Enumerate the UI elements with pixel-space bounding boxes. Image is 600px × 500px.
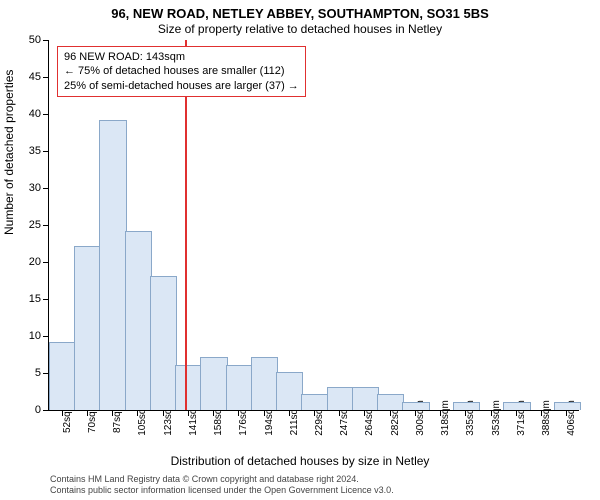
y-tick-label: 45 [29, 71, 41, 83]
histogram-bar [251, 357, 278, 410]
y-tick-label: 15 [29, 293, 41, 305]
y-tick [43, 410, 49, 411]
title-sub: Size of property relative to detached ho… [0, 22, 600, 36]
callout-title: 96 NEW ROAD: 143sqm [64, 50, 299, 64]
footer-attribution: Contains HM Land Registry data © Crown c… [50, 474, 394, 496]
histogram-bar [226, 365, 253, 410]
footer-line2: Contains public sector information licen… [50, 485, 394, 496]
histogram-bar [453, 402, 480, 410]
histogram-bar [327, 387, 354, 410]
y-tick [43, 336, 49, 337]
histogram-bar [276, 372, 303, 410]
histogram-bar [402, 402, 429, 410]
y-tick-label: 50 [29, 34, 41, 46]
callout-line-larger: 25% of semi-detached houses are larger (… [64, 79, 299, 93]
histogram-bar [99, 120, 126, 410]
y-tick-label: 25 [29, 219, 41, 231]
y-tick-label: 40 [29, 108, 41, 120]
y-tick-label: 30 [29, 182, 41, 194]
y-tick-label: 5 [35, 367, 41, 379]
x-tick-label: 318sqm [440, 400, 451, 436]
y-tick [43, 262, 49, 263]
histogram-bar [503, 402, 530, 410]
y-tick [43, 40, 49, 41]
y-tick-label: 10 [29, 330, 41, 342]
histogram-bar [125, 231, 152, 410]
y-tick [43, 151, 49, 152]
y-tick [43, 299, 49, 300]
callout-line-smaller: ← 75% of detached houses are smaller (11… [64, 64, 299, 78]
x-axis-label: Distribution of detached houses by size … [0, 454, 600, 468]
histogram-bar [377, 394, 404, 410]
x-tick-label: 388sqm [541, 400, 552, 436]
y-tick-label: 0 [35, 404, 41, 416]
reference-callout: 96 NEW ROAD: 143sqm ← 75% of detached ho… [57, 46, 306, 97]
y-axis-label: Number of detached properties [2, 70, 16, 235]
histogram-bar [352, 387, 379, 410]
histogram-bar [175, 365, 202, 410]
title-main: 96, NEW ROAD, NETLEY ABBEY, SOUTHAMPTON,… [0, 6, 600, 21]
chart-plot-area: 96 NEW ROAD: 143sqm ← 75% of detached ho… [48, 40, 579, 411]
x-tick-label: 353sqm [491, 400, 502, 436]
y-tick [43, 188, 49, 189]
histogram-bar [301, 394, 328, 410]
y-tick [43, 114, 49, 115]
histogram-bar [150, 276, 177, 410]
y-tick-label: 20 [29, 256, 41, 268]
histogram-bar [554, 402, 581, 410]
histogram-bar [74, 246, 101, 410]
footer-line1: Contains HM Land Registry data © Crown c… [50, 474, 394, 485]
histogram-bar [200, 357, 227, 410]
histogram-bar [49, 342, 76, 410]
y-tick-label: 35 [29, 145, 41, 157]
y-tick [43, 225, 49, 226]
y-tick [43, 77, 49, 78]
